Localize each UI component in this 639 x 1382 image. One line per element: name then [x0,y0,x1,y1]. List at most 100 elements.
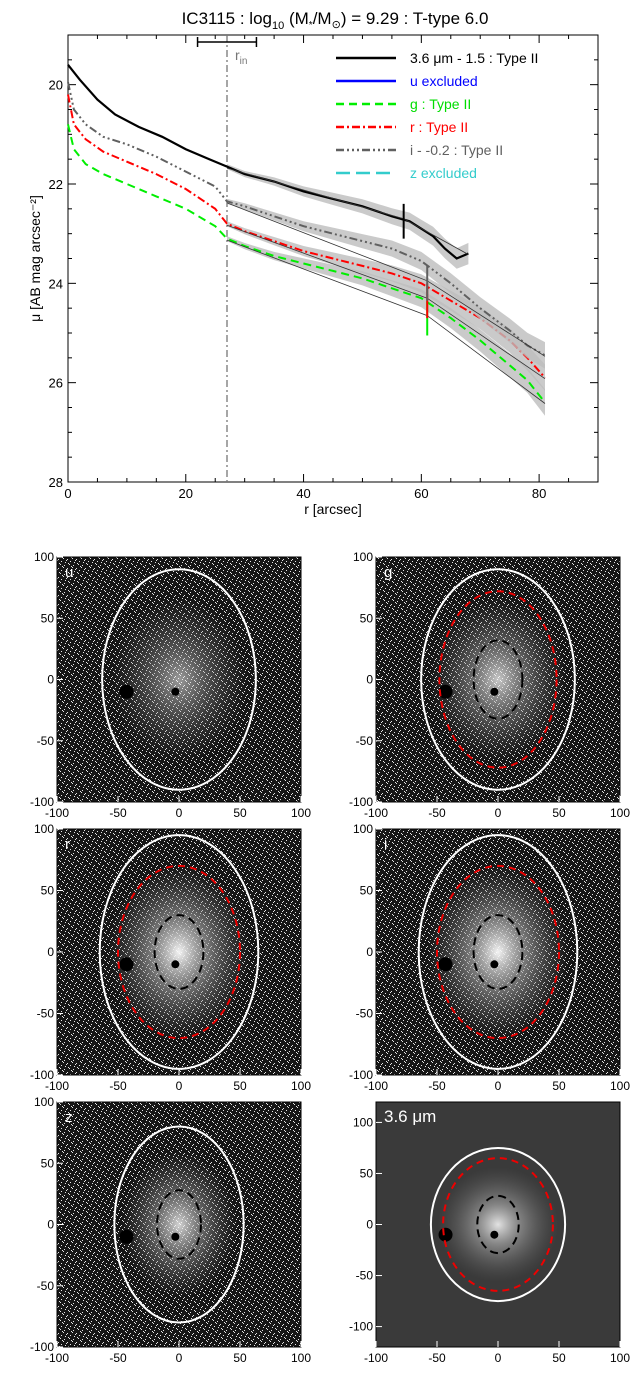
galaxy-glow [120,1151,238,1298]
x-tick-label: -100 [45,1351,69,1365]
x-tick-label: 50 [233,806,247,820]
legend-label: z excluded [410,165,477,181]
y-tick-label: -100 [349,1068,373,1082]
inner-ellipse [472,639,524,720]
x-tick-label: 100 [291,1351,311,1365]
y-tick-label: 50 [41,884,55,898]
outer-ellipse [101,568,257,791]
galaxy-glow [428,596,568,763]
y-tick-label: 50 [360,611,374,625]
masked-star [490,1230,499,1239]
y-tick-label: 50 [360,1166,374,1180]
outer-ellipse [417,834,579,1070]
y-tick-label: 100 [34,1095,54,1109]
y-tick-label: 50 [41,611,55,625]
y-tick-label: -100 [349,795,373,809]
band-label: r [65,836,70,853]
masked-star [438,957,453,972]
x-tick-label: -50 [109,1079,127,1093]
outer-ellipse [429,1146,567,1303]
y-axis-label: μ [AB mag arcsec⁻²] [27,195,43,322]
legend-label: i - -0.2 : Type II [410,142,503,158]
masked-star [119,957,134,972]
y-tick-label: -50 [356,1269,374,1283]
x-tick-label: 0 [176,1351,183,1365]
masked-star [171,1232,180,1241]
y-tick-label: -100 [30,1068,54,1082]
y-tick-label: 0 [366,673,373,687]
x-tick-label: 40 [296,486,310,501]
x-tick-label: -100 [45,1079,69,1093]
y-tick-label: 24 [49,276,63,291]
inner-ellipse [472,914,524,990]
inner-ellipse [476,1194,520,1255]
masked-star [119,1229,134,1244]
break-ellipse [438,590,558,769]
image-panel-g: g -100 -50 0 50 100 100 50 0 -50 -100 [349,550,630,820]
x-tick-label: -100 [364,1351,388,1365]
legend-label: r : Type II [410,119,468,135]
x-tick-label: 100 [291,806,311,820]
x-tick-label: 0 [495,1079,502,1093]
image-panel-i: i -100 -50 0 50 100 100 50 0 -50 -100 [349,822,630,1093]
y-tick-label: 28 [49,475,63,490]
galaxy-glow [426,864,570,1040]
x-tick-label: 0 [176,806,183,820]
y-tick-label: 0 [47,945,54,959]
x-tick-label: 0 [495,806,502,820]
masked-star [171,687,180,696]
x-tick-label: 60 [414,486,428,501]
band-label: g [384,564,392,581]
outer-ellipse [420,568,576,791]
inner-ellipse [153,914,205,990]
galaxy-glow [437,1167,559,1282]
inner-ellipse [156,1189,202,1260]
y-tick-label: 26 [49,376,63,391]
image-panel-r: r -100 -50 0 50 100 100 50 0 -50 -100 [30,822,311,1093]
masked-star [119,684,134,699]
x-tick-label: -50 [428,1351,446,1365]
y-tick-label: 50 [41,1156,55,1170]
y-tick-label: -100 [349,1320,373,1334]
y-tick-label: -50 [37,734,55,748]
x-tick-label: 100 [610,1351,630,1365]
series-line [67,94,546,379]
y-tick-label: 100 [353,550,373,564]
x-tick-label: 100 [291,1079,311,1093]
x-tick-label: -50 [109,806,127,820]
error-band [227,221,545,391]
band-label: i [384,836,387,853]
x-tick-label: 80 [532,486,546,501]
galaxy-glow [107,864,251,1040]
legend-label: 3.6 μm - 1.5 : Type II [410,50,538,66]
x-tick-label: 100 [610,806,630,820]
x-tick-label: 0 [495,1351,502,1365]
image-panels: u -100 -50 0 50 100 100 50 0 -50 -100 g -100 -50 0 50 10… [30,550,630,1365]
image-panel-36m: 3.6 μm -100 -50 0 50 100 100 50 0 -50 -100 [349,1101,630,1365]
x-tick-label: -50 [428,806,446,820]
band-label: 3.6 μm [384,1107,436,1126]
x-tick-label: 50 [552,806,566,820]
error-band [227,164,469,269]
x-tick-label: 0 [64,486,71,501]
x-tick-label: 100 [610,1079,630,1093]
outer-ellipse [98,834,260,1070]
break-ellipse [442,1157,554,1292]
y-tick-label: -100 [30,1340,54,1354]
galaxy-glow [109,596,249,763]
x-tick-label: 50 [552,1351,566,1365]
band-label: z [65,1109,73,1126]
y-tick-label: -50 [356,1007,374,1021]
masked-star [171,960,180,969]
y-tick-label: -100 [30,795,54,809]
outer-ellipse [113,1125,245,1324]
x-tick-label: -100 [364,1079,388,1093]
y-tick-label: 100 [34,550,54,564]
y-tick-label: 100 [353,822,373,836]
break-ellipse [117,864,241,1040]
x-tick-label: 20 [179,486,193,501]
y-tick-label: 20 [49,78,63,93]
x-axis-label: r [arcsec] [304,501,362,517]
y-tick-label: 0 [47,1218,54,1232]
